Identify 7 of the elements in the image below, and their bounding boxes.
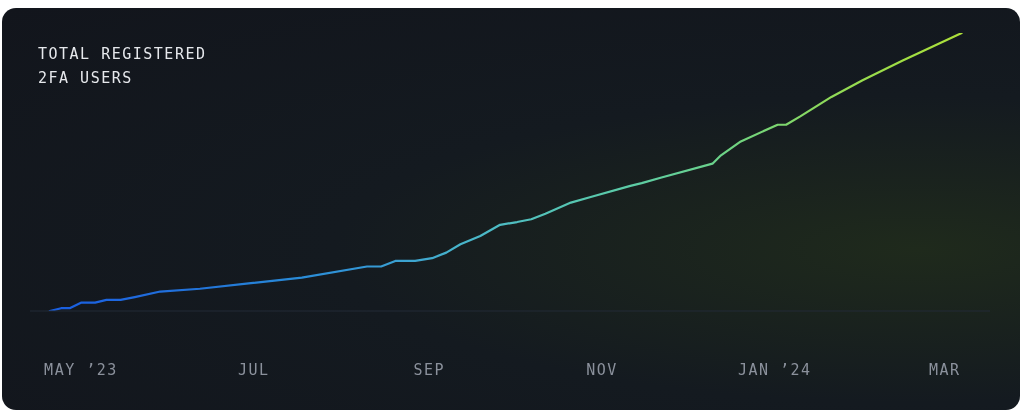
x-tick-label: SEP xyxy=(413,360,446,379)
x-tick-label: MAR xyxy=(928,360,961,379)
x-tick-label: MAY ’23 xyxy=(44,360,118,379)
x-tick-label: JAN ’24 xyxy=(737,360,812,379)
x-tick-label: NOV xyxy=(586,360,618,379)
x-tick-label: JUL xyxy=(237,360,270,379)
text: TOTAL REGISTERED 2FA USERS xyxy=(38,44,208,89)
